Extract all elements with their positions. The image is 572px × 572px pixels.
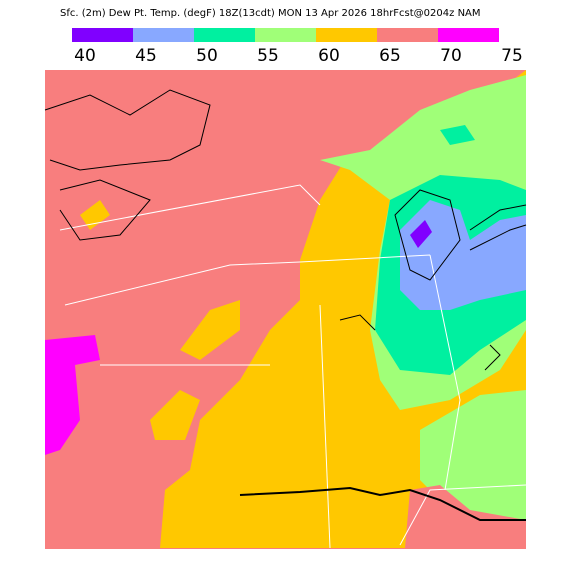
legend-label: 50 xyxy=(196,46,218,66)
contours xyxy=(44,89,527,371)
region-45 xyxy=(400,200,526,310)
legend-label: 70 xyxy=(440,46,462,66)
legend-label: 60 xyxy=(318,46,340,66)
legend-label: 55 xyxy=(257,46,279,66)
legend-label: 40 xyxy=(74,46,96,66)
legend-swatch xyxy=(255,28,316,42)
legend-swatch xyxy=(438,28,499,42)
legend-label: 65 xyxy=(379,46,401,66)
legend-swatch xyxy=(194,28,255,42)
legend-label: 75 xyxy=(501,46,523,66)
legend-swatch xyxy=(316,28,377,42)
region-50 xyxy=(440,125,475,145)
legend-swatch xyxy=(133,28,194,42)
region-40 xyxy=(410,220,432,248)
region-60 xyxy=(80,200,110,230)
state-borders xyxy=(59,184,527,549)
region-60 xyxy=(160,300,310,548)
region-60 xyxy=(150,390,200,440)
legend-label: 45 xyxy=(135,46,157,66)
coastline xyxy=(239,486,526,521)
legend-swatch xyxy=(72,28,133,42)
color-legend: 40 45 50 55 60 65 70 75 xyxy=(72,28,523,66)
title: Sfc. (2m) Dew Pt. Temp. (degF) 18Z(13cdt… xyxy=(60,8,481,19)
region-60 xyxy=(180,300,240,360)
gulf-region xyxy=(405,485,526,548)
region-55 xyxy=(420,390,526,520)
legend-swatch xyxy=(377,28,438,42)
region-70 xyxy=(45,335,100,455)
map xyxy=(44,70,527,549)
